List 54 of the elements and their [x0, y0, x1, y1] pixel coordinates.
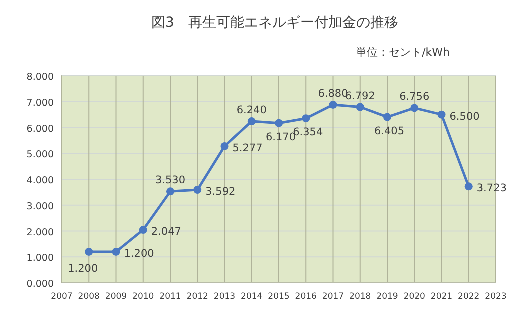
x-tick-label: 2022 [458, 292, 480, 302]
y-tick-label: 5.000 [26, 150, 54, 161]
chart-title: 図3 再生可能エネルギー付加金の推移 [152, 15, 398, 31]
data-label: 5.277 [232, 142, 263, 154]
x-tick-label: 2023 [485, 292, 507, 302]
x-tick-label: 2011 [160, 292, 182, 302]
point [438, 110, 446, 119]
x-tick-label: 2007 [51, 292, 73, 302]
x-tick-label: 2017 [322, 292, 344, 302]
data-label: 6.240 [236, 104, 267, 117]
point [248, 118, 256, 126]
x-tick-label: 2019 [376, 292, 398, 302]
x-tick-label: 2012 [186, 292, 208, 302]
y-tick-label: 0.000 [26, 279, 54, 290]
x-tick-label: 2014 [241, 292, 263, 302]
data-label: 3.592 [206, 186, 236, 198]
point [112, 248, 120, 256]
y-tick-label: 6.000 [26, 124, 54, 135]
point [329, 100, 338, 109]
y-tick-label: 4.000 [26, 176, 54, 186]
point [194, 186, 202, 194]
data-label: 3.723 [476, 182, 507, 195]
y-tick-label: 3.000 [26, 201, 54, 212]
x-tick-label: 2009 [105, 292, 128, 302]
point [275, 119, 283, 128]
x-tick-label: 2018 [350, 292, 372, 302]
y-tick-label: 8.000 [26, 72, 54, 83]
x-tick-label: 2016 [295, 292, 317, 302]
data-label: 2.047 [151, 226, 182, 238]
x-tick-label: 2015 [268, 292, 290, 302]
data-label: 6.500 [450, 110, 480, 123]
point [220, 142, 229, 150]
data-label: 6.405 [374, 125, 405, 138]
x-tick-label: 2013 [214, 292, 236, 302]
x-tick-label: 2020 [404, 292, 426, 302]
data-label: 6.756 [400, 91, 430, 104]
point [166, 188, 174, 196]
text: 単位：セント/kWh [356, 46, 450, 59]
point [139, 226, 148, 234]
x-tick-label: 2010 [132, 292, 154, 302]
point [302, 114, 310, 123]
point [410, 104, 419, 112]
point [384, 113, 392, 122]
data-label: 1.200 [124, 248, 154, 260]
y-tick-label: 1.000 [26, 253, 54, 264]
point [85, 248, 94, 256]
data-label: 3.530 [155, 174, 186, 187]
point [356, 103, 364, 112]
y-tick-label: 7.000 [26, 98, 54, 109]
x-tick-label: 2008 [78, 292, 100, 302]
x-tick-label: 2021 [430, 292, 453, 302]
y-tick-label: 2.000 [26, 227, 54, 238]
point [464, 182, 473, 191]
data-label: 1.200 [68, 262, 98, 275]
